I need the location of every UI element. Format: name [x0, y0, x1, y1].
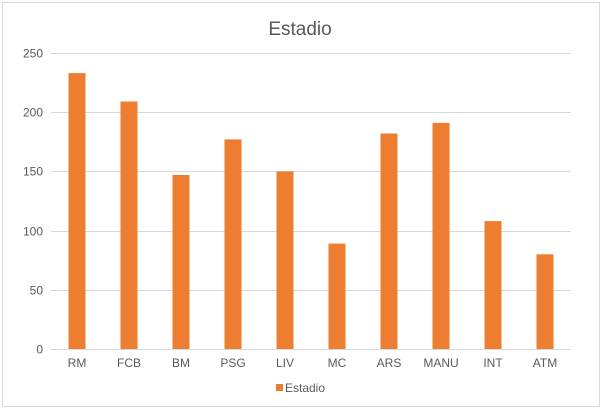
- y-tick-label: 250: [23, 47, 43, 61]
- bar-chart: Estadio 0 50 100 150 200 250 RM FCB BM PSG LIV MC A…: [23, 19, 571, 395]
- legend: Estadio: [276, 381, 325, 395]
- x-tick-label-atm: ATM: [533, 356, 557, 370]
- bar-int: [484, 221, 502, 349]
- chart-area: Estadio 0 50 100 150 200 250 RM FCB BM PSG LIV MC A…: [2, 2, 600, 407]
- x-tick-label-int: INT: [483, 356, 503, 370]
- bar-bm: [172, 175, 190, 349]
- x-tick-label-fcb: FCB: [117, 356, 141, 370]
- bar-fcb: [120, 101, 138, 349]
- bar-ars: [380, 133, 398, 349]
- x-tick-label-bm: BM: [172, 356, 190, 370]
- legend-swatch: [276, 384, 283, 391]
- x-tick-label-rm: RM: [68, 356, 87, 370]
- y-tick-label: 100: [23, 225, 43, 239]
- x-tick-label-liv: LIV: [276, 356, 294, 370]
- bar-psg: [224, 139, 242, 349]
- y-tick-label: 200: [23, 106, 43, 120]
- x-tick-label-manu: MANU: [423, 356, 458, 370]
- y-tick-label: 0: [36, 343, 43, 357]
- legend-label: Estadio: [285, 381, 325, 395]
- x-tick-label-psg: PSG: [220, 356, 245, 370]
- x-tick-label-ars: ARS: [377, 356, 402, 370]
- bar-manu: [432, 122, 450, 350]
- bar-atm: [536, 254, 554, 349]
- y-axis-tick-labels: 0 50 100 150 200 250: [23, 47, 43, 357]
- bar-liv: [276, 171, 294, 349]
- bar-mc: [328, 243, 346, 349]
- chart-title: Estadio: [268, 19, 331, 40]
- y-tick-label: 50: [30, 284, 44, 298]
- bars: [68, 73, 554, 350]
- x-axis-tick-labels: RM FCB BM PSG LIV MC ARS MANU INT ATM: [68, 356, 558, 370]
- x-tick-label-mc: MC: [328, 356, 347, 370]
- bar-rm: [68, 73, 86, 349]
- y-tick-label: 150: [23, 165, 43, 179]
- gridlines: [51, 53, 571, 350]
